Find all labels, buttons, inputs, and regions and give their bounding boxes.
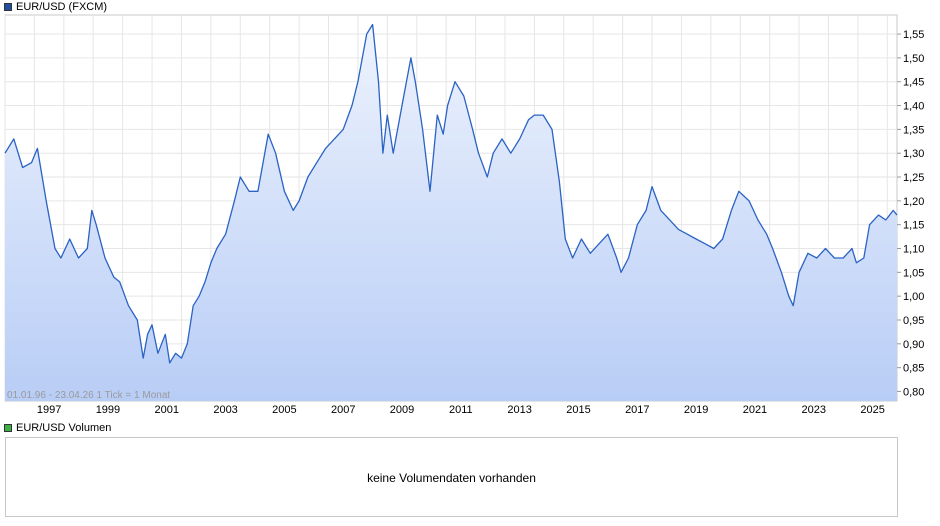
y-tick-label: 0,85 bbox=[903, 363, 924, 375]
x-tick-label: 2001 bbox=[155, 404, 179, 416]
y-tick-label: 1,10 bbox=[903, 244, 924, 256]
y-tick-label: 1,20 bbox=[903, 196, 924, 208]
y-tick-label: 0,95 bbox=[903, 315, 924, 327]
volume-legend-swatch-icon bbox=[4, 424, 12, 432]
y-tick-label: 0,90 bbox=[903, 339, 924, 351]
no-volume-message: keine Volumendaten vorhanden bbox=[367, 471, 536, 485]
y-tick-label: 1,00 bbox=[903, 291, 924, 303]
x-tick-label: 2005 bbox=[272, 404, 296, 416]
x-tick-label: 2007 bbox=[331, 404, 355, 416]
volume-legend: EUR/USD Volumen bbox=[4, 421, 111, 435]
x-tick-label: 2015 bbox=[566, 404, 590, 416]
x-tick-label: 2025 bbox=[860, 404, 884, 416]
x-tick-label: 2013 bbox=[507, 404, 531, 416]
y-tick-label: 1,05 bbox=[903, 267, 924, 279]
x-tick-label: 2021 bbox=[743, 404, 767, 416]
series-line bbox=[4, 23, 898, 364]
price-chart[interactable]: 0,80 0,85 0,90 0,95 1,00 1,05 1,10 1,15 1,20 1,25… bbox=[0, 0, 940, 421]
y-tick-label: 1,30 bbox=[903, 148, 924, 160]
y-tick-label: 1,50 bbox=[903, 53, 924, 65]
price-legend-swatch-icon bbox=[4, 3, 12, 11]
y-tick-label: 1,40 bbox=[903, 101, 924, 113]
y-tick-label: 0,80 bbox=[903, 386, 924, 398]
date-range-info: 01.01.96 - 23.04.26 1 Tick = 1 Monat bbox=[7, 390, 170, 401]
y-tick-label: 1,35 bbox=[903, 124, 924, 136]
volume-legend-label: EUR/USD Volumen bbox=[16, 422, 112, 434]
y-tick-label: 1,25 bbox=[903, 172, 924, 184]
x-tick-label: 1997 bbox=[37, 404, 61, 416]
x-tick-label: 2019 bbox=[684, 404, 708, 416]
x-tick-label: 2009 bbox=[390, 404, 414, 416]
y-tick-label: 1,55 bbox=[903, 29, 924, 41]
series-area bbox=[5, 24, 897, 401]
volume-panel: keine Volumendaten vorhanden bbox=[5, 437, 898, 517]
x-tick-label: 2011 bbox=[449, 404, 473, 416]
x-tick-label: 2003 bbox=[213, 404, 237, 416]
price-legend-label: EUR/USD (FXCM) bbox=[16, 1, 108, 13]
y-tick-label: 1,45 bbox=[903, 77, 924, 89]
x-tick-label: 2017 bbox=[625, 404, 649, 416]
y-tick-label: 1,15 bbox=[903, 220, 924, 232]
price-legend: EUR/USD (FXCM) bbox=[4, 0, 107, 14]
x-tick-label: 2023 bbox=[802, 404, 826, 416]
x-tick-label: 1999 bbox=[96, 404, 120, 416]
